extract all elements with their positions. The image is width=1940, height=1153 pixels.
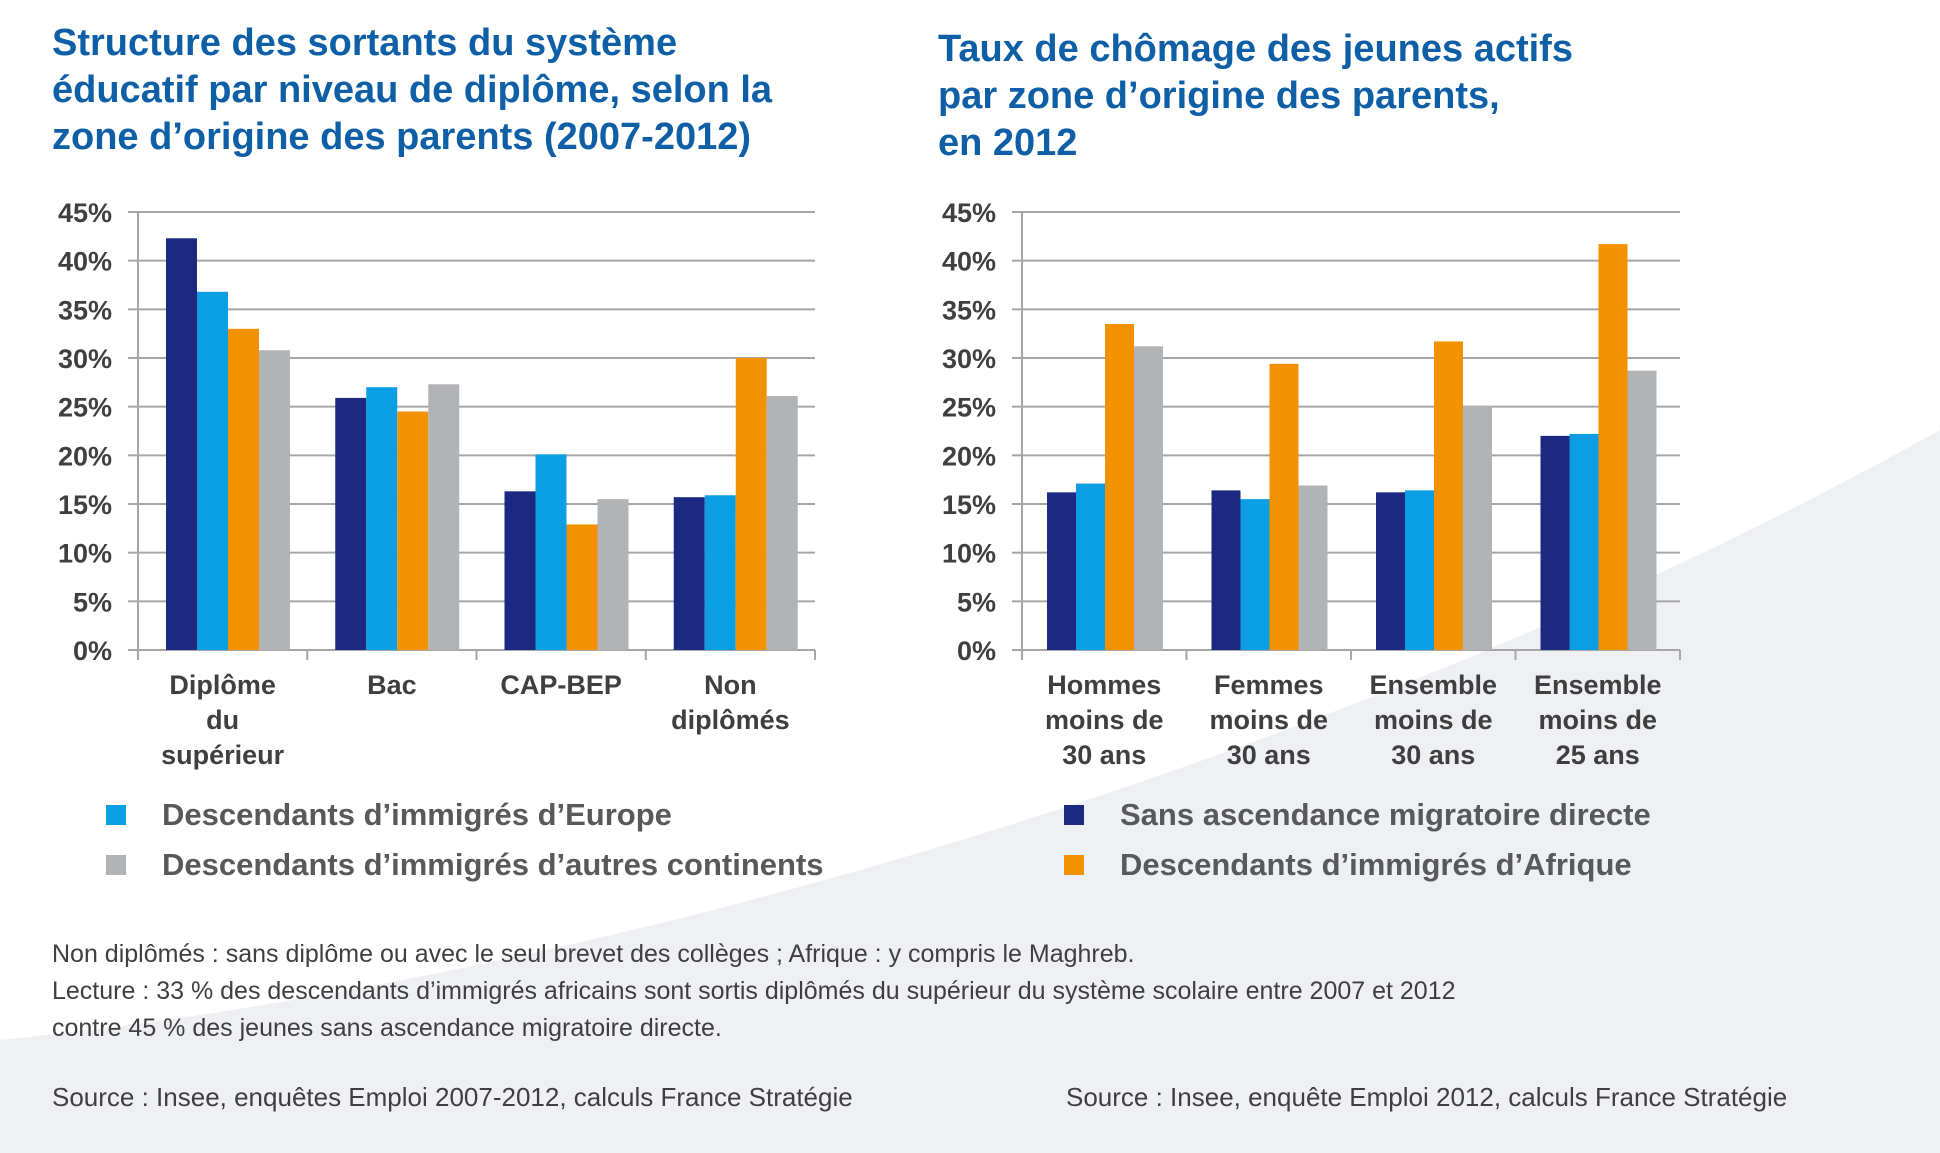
legend-label-no-migration: Sans ascendance migratoire directe [1120,797,1651,832]
left-ytick-label: 40% [58,247,112,277]
right-bar [1047,492,1076,650]
right-ytick-label: 40% [942,247,996,277]
left-bar [504,491,536,650]
right-bar [1540,435,1570,650]
right-ytick-label: 10% [942,539,996,569]
legend-item-europe: Descendants d’immigrés d’Europe [106,797,672,833]
right-category-label: Femmes moins de 30 ans [1209,670,1328,770]
left-bar [704,495,736,650]
right-ytick-label: 0% [957,636,996,666]
right-bar [1598,244,1628,650]
left-ytick-label: 5% [73,587,112,617]
note-definitions: Non diplômés : sans diplôme ou avec le s… [52,940,1135,968]
legend-swatch-no-migration [1064,805,1084,825]
chart-title-right: Taux de chômage des jeunes actifs par zo… [938,28,1573,164]
right-category-label: Ensemble moins de 30 ans [1369,670,1497,770]
left-ytick-label: 10% [58,539,112,569]
right-bar [1376,492,1405,650]
note-reading: Lecture : 33 % des descendants d’immigré… [52,977,1456,1005]
right-bar [1463,405,1492,650]
right-ytick-label: 30% [942,344,996,374]
left-bar [535,454,567,650]
left-bar [228,328,259,650]
right-ytick-label: 20% [942,441,996,471]
left-category-label: Diplôme du supérieur [161,670,285,770]
legend-item-africa: Descendants d’immigrés d’Afrique [1064,847,1632,883]
left-bar [197,291,228,650]
right-bar [1269,363,1299,650]
left-bar [166,238,197,650]
legend-label-africa: Descendants d’immigrés d’Afrique [1120,847,1632,882]
left-bar [597,499,629,650]
legend-swatch-europe [106,805,126,825]
right-bar [1405,490,1434,650]
legend-item-no-migration: Sans ascendance migratoire directe [1064,797,1651,833]
left-bar [766,395,798,650]
left-ytick-label: 20% [58,441,112,471]
source-left: Source : Insee, enquêtes Emploi 2007-201… [52,1082,853,1112]
right-ytick-label: 45% [942,198,996,228]
legend-item-other-continents: Descendants d’immigrés d’autres continen… [106,847,824,883]
left-bar [673,497,705,650]
right-bar [1105,323,1134,650]
left-ytick-label: 35% [58,295,112,325]
left-category-label: Bac [367,670,417,700]
left-bar [335,397,367,650]
left-bar [735,358,767,650]
left-ytick-label: 25% [58,393,112,423]
legend-swatch-other-continents [106,855,126,875]
legend-label-other-continents: Descendants d’immigrés d’autres continen… [162,847,824,882]
chart-title-left: Structure des sortants du système éducat… [52,22,773,158]
note-reading-continued: contre 45 % des jeunes sans ascendance m… [52,1014,722,1042]
left-bar [566,524,598,650]
right-bar [1076,483,1105,650]
left-bar [259,350,290,650]
legend-swatch-africa [1064,855,1084,875]
right-bar [1240,499,1270,650]
right-category-label: Ensemble moins de 25 ans [1534,670,1662,770]
left-ytick-label: 45% [58,198,112,228]
legend-label-europe: Descendants d’immigrés d’Europe [162,797,672,832]
left-ytick-label: 0% [73,636,112,666]
source-right: Source : Insee, enquête Emploi 2012, cal… [1066,1082,1788,1112]
right-bar [1627,370,1657,650]
right-bar [1569,433,1599,650]
right-category-label: Hommes moins de 30 ans [1045,670,1164,770]
right-bar [1298,485,1328,650]
right-bar [1134,346,1163,650]
left-bar [428,384,460,650]
right-ytick-label: 5% [957,587,996,617]
left-ytick-label: 30% [58,344,112,374]
left-category-label: CAP-BEP [500,670,622,700]
right-ytick-label: 35% [942,295,996,325]
right-ytick-label: 25% [942,393,996,423]
right-bar [1211,490,1241,650]
background-swoosh-shape [0,430,1940,1153]
left-bar [397,411,429,650]
left-bar [366,387,398,650]
left-ytick-label: 15% [58,490,112,520]
right-bar [1434,341,1463,650]
left-category-label: Non diplômés [671,670,790,735]
right-ytick-label: 15% [942,490,996,520]
